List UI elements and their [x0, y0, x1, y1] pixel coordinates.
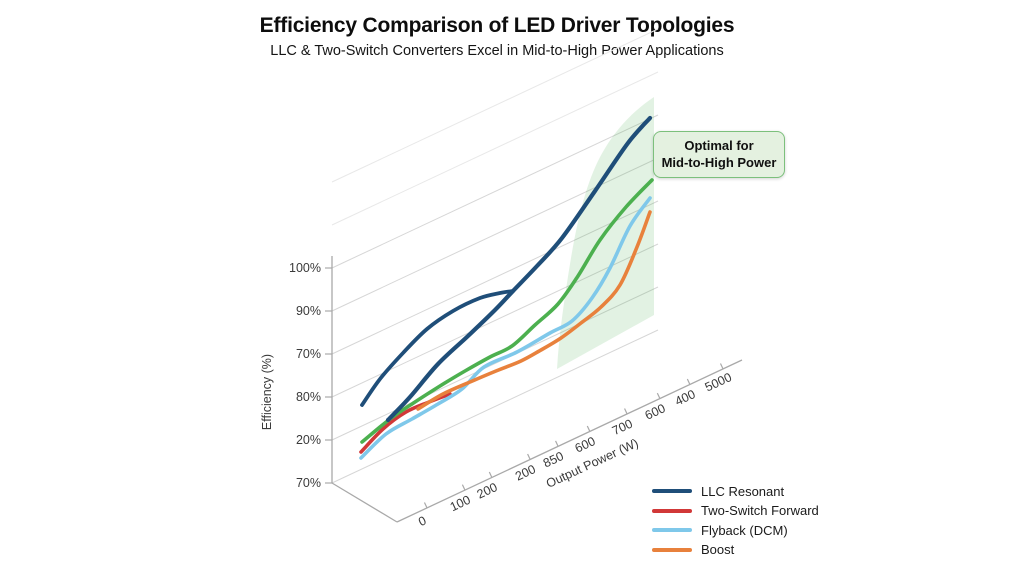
gridline-extra-0 — [331, 71, 659, 226]
floor-edge-line — [331, 482, 398, 523]
page-title: Efficiency Comparison of LED Driver Topo… — [259, 14, 735, 37]
x-tick-label-0: 0 — [416, 513, 428, 529]
y-tick-label-2: 80% — [296, 390, 321, 404]
optimal-region-callout: Optimal for Mid-to-High Power — [653, 131, 785, 179]
gridline-1 — [331, 286, 659, 441]
series-line-flyback-dcm — [359, 196, 652, 460]
x-tick-2 — [488, 471, 493, 478]
legend-item-llc-resonant: LLC Resonant — [652, 483, 819, 499]
y-tick-label-0: 70% — [296, 476, 321, 490]
legend-label-flyback-dcm: Flyback (DCM) — [701, 522, 788, 538]
gridline-extra-1 — [331, 28, 659, 183]
x-tick-7 — [656, 392, 661, 399]
x-tick-9 — [719, 363, 724, 370]
series-line-llc-resonant — [385, 115, 653, 423]
x-axis-line — [396, 359, 743, 523]
x-tick-0 — [423, 502, 428, 509]
series-line-boost — [416, 210, 652, 411]
callout-line2: Mid-to-High Power — [661, 155, 777, 171]
page-subtitle: LLC & Two-Switch Converters Excel in Mid… — [270, 43, 724, 59]
legend-swatch-two-switch-forward — [652, 508, 692, 513]
x-tick-3 — [527, 453, 531, 460]
title-block: Efficiency Comparison of LED Driver Topo… — [0, 0, 1009, 59]
gridline-3 — [331, 200, 659, 355]
x-tick-1 — [461, 484, 466, 491]
legend-item-boost: Boost — [652, 542, 819, 557]
x-tick-4 — [555, 440, 559, 447]
gridline-5 — [331, 114, 659, 269]
x-tick-8 — [686, 378, 691, 385]
legend-swatch-flyback-dcm — [652, 528, 692, 532]
legend-label-llc-resonant: LLC Resonant — [701, 483, 785, 499]
x-tick-5 — [586, 425, 591, 432]
legend-swatch-llc-resonant — [652, 489, 692, 493]
legend-item-flyback-dcm: Flyback (DCM) — [652, 522, 819, 538]
legend-label-two-switch-forward: Two-Switch Forward — [701, 503, 819, 518]
legend-item-two-switch-forward: Two-Switch Forward — [652, 503, 819, 518]
y-tick-label-1: 20% — [296, 433, 321, 447]
series-line-llc-resonant-branch — [360, 289, 515, 407]
y-axis-title: Efficiency (%) — [260, 354, 274, 430]
gridline-0 — [331, 329, 659, 484]
y-tick-label-4: 90% — [296, 304, 321, 318]
gridline-4 — [331, 157, 659, 312]
y-tick-label-5: 100% — [289, 261, 321, 275]
legend-swatch-boost — [652, 547, 692, 552]
y-tick-label-3: 70% — [296, 347, 321, 361]
legend-label-boost: Boost — [701, 542, 735, 557]
x-tick-6 — [624, 408, 628, 415]
x-tick-label-9: 5000 — [703, 370, 734, 394]
series-line-green-curve-unlabeled — [360, 178, 654, 444]
callout-line1: Optimal for — [684, 138, 754, 153]
chart-legend: LLC Resonant Two-Switch Forward Flyback … — [652, 484, 819, 562]
